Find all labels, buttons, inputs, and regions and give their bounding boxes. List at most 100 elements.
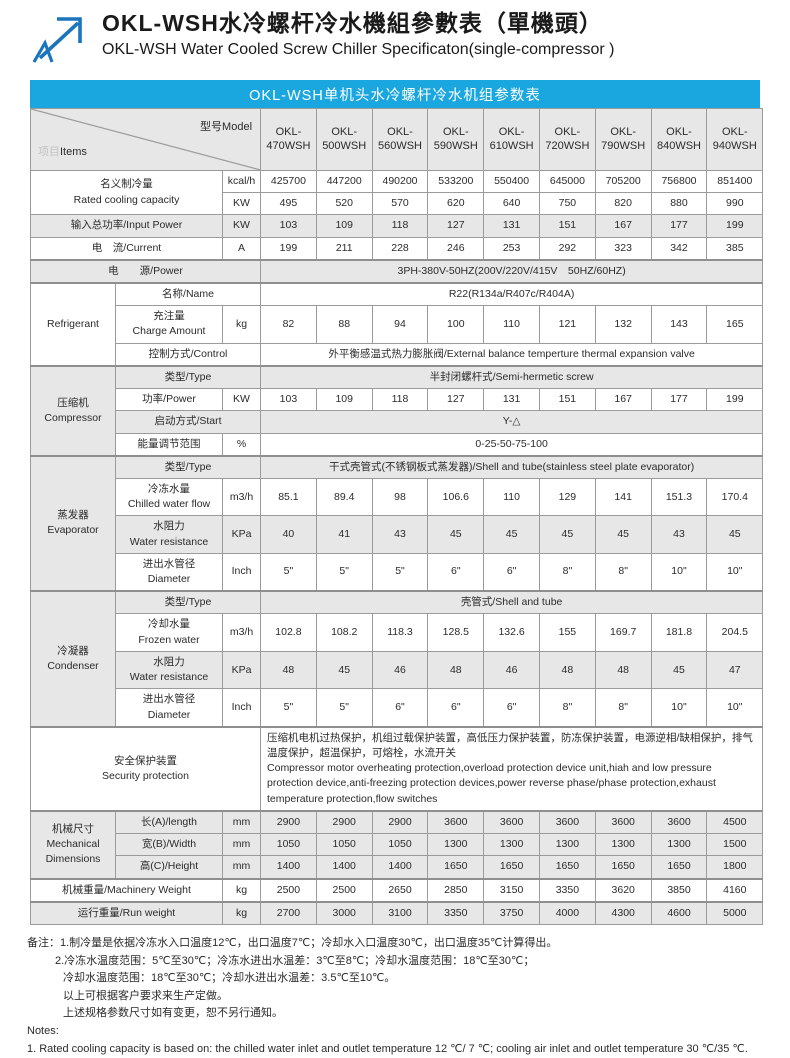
value-cell: 45 — [539, 515, 596, 554]
value-cell: 495 — [260, 192, 317, 216]
value-cell: 323 — [594, 236, 652, 261]
value-cell: 48 — [594, 650, 652, 690]
value-cell: 4160 — [706, 877, 764, 903]
value-cell: 6" — [483, 688, 540, 728]
model-header-cell: OKL- 790WSH — [594, 108, 652, 171]
value-cell: 3850 — [650, 877, 708, 903]
value-cell: 1400 — [260, 855, 317, 880]
table-row: 名义制冷量 Rated cooling capacity kcal/h 425700… — [30, 169, 764, 216]
value-cell: 127 — [427, 214, 485, 238]
table-row: 进出水管径 Diameter Inch 5" 5" 6" 6" 6" 8" 8" 10" 10" — [31, 688, 764, 728]
value-cell: 43 — [650, 515, 708, 554]
value-cell: 177 — [650, 214, 708, 238]
items-model-header-cell: 项目Items 型号Model — [29, 108, 262, 171]
model-header-cell: OKL- 470WSH — [260, 108, 317, 171]
unit-cell: kg — [221, 900, 262, 925]
value-cell: 110 — [483, 305, 540, 344]
unit-cell: KPa — [221, 650, 262, 690]
value-cell: 45 — [483, 515, 540, 554]
note-line: 上述规格参数尺寸如有变更，恕不另行通知。 — [63, 1007, 283, 1020]
value-cell: 48 — [539, 650, 596, 690]
value-cell: 640 — [483, 192, 540, 216]
value-cell: 10" — [650, 552, 708, 592]
value-cell: 103 — [260, 388, 317, 412]
value-cell: 41 — [315, 515, 373, 554]
value-cell: 3600 — [483, 809, 540, 835]
value-cell: 127 — [427, 388, 485, 412]
value-cell: 43 — [371, 515, 429, 554]
value-cell: 6" — [483, 552, 540, 592]
row-label-cell: 控制方式/Control — [114, 342, 262, 367]
table-row: 水阻力 Water resistance KPa 48 45 46 48 46 48 48 45 4… — [31, 650, 764, 690]
table-row: 高(C)/Height mm 1400 1400 1400 1650 1650 1650 165… — [31, 855, 764, 880]
table-title-band: OKL-WSH单机头水冷螺杆冷水机组参数表 — [30, 80, 760, 108]
value-cell: 228 — [371, 236, 429, 261]
value-cell: 108.2 — [315, 613, 373, 652]
unit-cell: mm — [221, 809, 262, 835]
value-cell: 181.8 — [650, 613, 708, 652]
table-row: 冷冻水量 Chilled water flow m3/h 85.1 89.4 98 106… — [31, 477, 764, 517]
value-cell: 199 — [706, 388, 764, 412]
value-cell: 425700 — [260, 169, 317, 194]
unit-cell: kg — [221, 305, 262, 344]
value-cell: 342 — [650, 236, 708, 261]
table-row: 蒸发器 Evaporator 类型/Type 干式壳管式(不锈钢板式蒸发器)/She… — [30, 454, 764, 592]
value-cell: 1400 — [315, 855, 373, 880]
value-cell: 3600 — [427, 809, 485, 835]
value-cell: 385 — [706, 236, 764, 261]
value-cell: 8" — [594, 552, 652, 592]
value-cell: 94 — [371, 305, 429, 344]
model-header-cell: OKL- 720WSH — [539, 108, 596, 171]
value-cell: 253 — [483, 236, 540, 261]
value-cell: 167 — [594, 388, 652, 412]
value-cell: 5000 — [706, 900, 764, 925]
model-header-cell: OKL- 560WSH — [371, 108, 429, 171]
unit-cell: % — [221, 432, 262, 457]
value-cell: 2850 — [427, 877, 485, 903]
value-cell: 118.3 — [371, 613, 429, 652]
table-row: 机械尺寸 Mechanical Dimensions 长(A)/length mm 2… — [30, 809, 764, 880]
merged-value-cell: 壳管式/Shell and tube — [260, 590, 764, 615]
table-row: 充注量 Charge Amount kg 82 88 94 100 110 121 132 143… — [31, 305, 764, 344]
row-label-cell: 启动方式/Start — [114, 410, 262, 434]
value-cell: 46 — [483, 650, 540, 690]
table-row: Refrigerant 名称/Name R22(R134a/R407c/R404A) — [30, 281, 764, 367]
value-cell: 550400 — [483, 169, 540, 194]
row-label-cell: 水阻力 Water resistance — [115, 650, 223, 690]
title-block: OKL-WSH水冷螺杆冷水機組參數表（單機頭） OKL-WSH Water Co… — [0, 0, 790, 64]
note-line: 以上可根据客户要求来生产定做。 — [63, 989, 228, 1002]
value-cell: 82 — [260, 305, 317, 344]
row-label-cell: 冷冻水量 Chilled water flow — [115, 477, 223, 517]
diagonal-divider — [31, 109, 260, 170]
merged-value-cell: R22(R134a/R407c/R404A) — [260, 281, 764, 307]
unit-cell: mm — [221, 855, 262, 880]
value-cell: 2650 — [371, 877, 429, 903]
value-cell: 48 — [260, 650, 317, 690]
value-cell: 520 — [315, 192, 373, 216]
value-cell: 199 — [706, 214, 764, 238]
group-label-cell: 机械尺寸 Mechanical Dimensions — [30, 809, 116, 880]
model-header-cell: OKL- 500WSH — [315, 108, 373, 171]
value-cell: 151.3 — [650, 477, 708, 517]
table-row: 进出水管径 Diameter Inch 5" 5" 5" 6" 6" 8" 8" 10" 10" — [31, 552, 764, 592]
row-label-cell: 名义制冷量 Rated cooling capacity — [30, 169, 223, 216]
value-cell: 292 — [539, 236, 596, 261]
value-cell: 6" — [371, 688, 429, 728]
value-cell: 447200 — [315, 169, 373, 194]
merged-value-cell: 压缩机电机过热保护，机组过载保护装置，高低压力保护装置，防冻保护装置，电源逆相/… — [260, 725, 764, 812]
table-row: 启动方式/Start Y-△ — [31, 410, 764, 434]
items-label: 项目Items — [38, 145, 87, 158]
value-cell: 167 — [594, 214, 652, 238]
table-row: 安全保护装置 Security protection 压缩机电机过热保护，机组过载… — [29, 725, 764, 812]
value-cell: 98 — [371, 477, 429, 517]
value-cell: 645000 — [539, 169, 596, 194]
row-label-cell: 充注量 Charge Amount — [115, 305, 223, 344]
note-line: 冷却水温度范围：18℃至30℃；冷却水进出水温差：3.5℃至10℃。 — [63, 972, 396, 985]
model-header-cell: OKL- 940WSH — [706, 108, 764, 171]
value-cell: 1300 — [427, 833, 485, 857]
value-cell: 3350 — [427, 900, 485, 925]
unit-cell: kcal/h — [221, 169, 262, 194]
row-label-cell: 进出水管径 Diameter — [115, 552, 223, 592]
value-cell: 110 — [483, 477, 540, 517]
value-cell: 1300 — [594, 833, 652, 857]
